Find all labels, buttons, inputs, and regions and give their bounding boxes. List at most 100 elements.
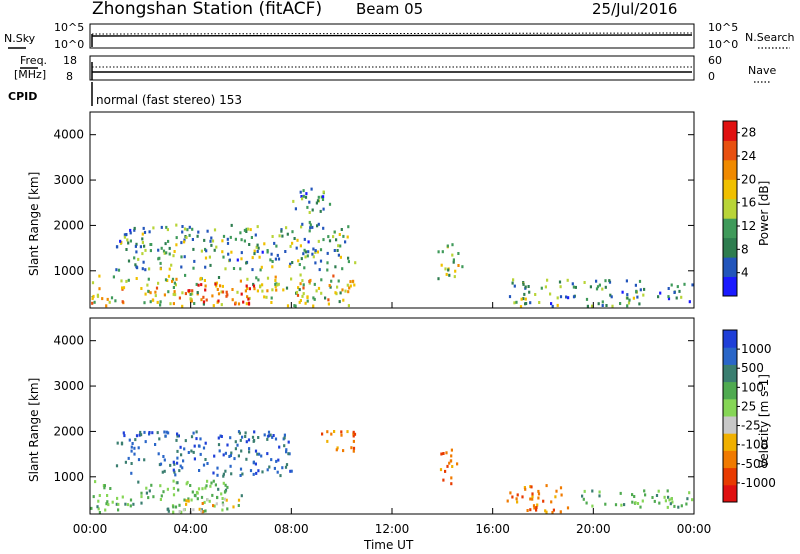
freq-label-line1: Freq. <box>20 54 47 67</box>
echo-cell <box>515 497 518 501</box>
echo-cell <box>303 237 306 241</box>
x-tick-label: 12:00 <box>375 522 410 536</box>
echo-cell <box>252 284 256 288</box>
echo-cell <box>130 462 133 465</box>
echo-cell <box>173 281 176 285</box>
echo-cell <box>141 267 144 271</box>
echo-cell <box>256 452 259 456</box>
echo-cell <box>230 250 233 254</box>
echo-cell <box>186 480 189 484</box>
echo-cell <box>520 297 523 301</box>
echo-cell <box>316 250 319 254</box>
echo-cell <box>172 460 175 464</box>
echo-cell <box>213 248 216 252</box>
echo-cell <box>328 284 331 287</box>
velocity-colorbar: 1000 500 100 25 -25 -100 -500 -1000 <box>722 329 776 503</box>
echo-cell <box>200 283 203 287</box>
echo-cell <box>535 506 538 509</box>
echo-cell <box>220 290 223 294</box>
echo-cell <box>257 246 260 250</box>
colorbar-frame <box>722 120 738 297</box>
echo-cell <box>176 449 179 453</box>
echo-cell <box>337 253 340 257</box>
velocity-panel-frame <box>89 317 695 515</box>
echo-cell <box>275 244 278 248</box>
echo-cell <box>308 220 311 224</box>
echo-cell <box>212 504 215 508</box>
echo-cell <box>124 460 127 464</box>
echo-cell <box>324 296 327 300</box>
echo-cell <box>673 291 676 294</box>
echo-cell <box>294 304 297 308</box>
echo-cell <box>451 243 454 247</box>
echo-cell <box>452 258 455 262</box>
echo-cell <box>182 508 185 512</box>
echo-cell <box>245 302 248 306</box>
echo-cell <box>260 265 263 269</box>
echo-cell <box>237 504 240 507</box>
echo-cell <box>172 254 175 258</box>
echo-cell <box>217 443 221 447</box>
echo-cell <box>179 445 182 449</box>
colorbar-tick-label: 8 <box>741 242 749 256</box>
echo-cell <box>335 448 338 452</box>
echo-cell <box>456 462 459 466</box>
echo-cell <box>350 446 353 450</box>
echo-cell <box>450 459 453 463</box>
echo-cell <box>147 289 150 293</box>
echo-cell <box>133 226 136 230</box>
echo-cell <box>179 464 182 468</box>
echo-cell <box>200 298 203 302</box>
echo-cell <box>669 502 672 506</box>
echo-cell <box>586 304 589 308</box>
echo-cell <box>596 285 600 289</box>
echo-cell <box>171 277 175 281</box>
echo-cell <box>261 283 264 287</box>
echo-cell <box>125 279 128 283</box>
power-panel-frame <box>89 111 695 309</box>
echo-cell <box>229 436 232 440</box>
echo-cell <box>180 453 183 457</box>
echo-cell <box>270 252 273 256</box>
echo-cell <box>353 432 357 436</box>
echo-cell <box>286 304 290 308</box>
echo-cell <box>657 295 660 299</box>
echo-cell <box>172 468 175 472</box>
echo-cell <box>237 498 241 502</box>
echo-cell <box>236 443 239 447</box>
colorbar-segment <box>723 276 737 297</box>
echo-cell <box>450 482 453 486</box>
colorbar-tick-label: -100 <box>741 438 768 452</box>
echo-cell <box>320 278 323 282</box>
echo-cell <box>171 279 174 283</box>
echo-cell <box>148 267 151 271</box>
echo-cell <box>513 301 516 305</box>
echo-cell <box>263 433 266 437</box>
colorbar-segment <box>723 467 737 486</box>
echo-cell <box>245 230 248 233</box>
echo-cell <box>274 275 277 279</box>
echo-cell <box>589 285 592 289</box>
echo-cell <box>151 431 154 435</box>
echo-cell <box>98 511 101 514</box>
echo-cell <box>283 436 286 440</box>
colorbar-segment <box>723 416 737 434</box>
echo-cell <box>550 500 553 504</box>
echo-cell <box>204 458 207 461</box>
echo-cell <box>322 195 325 199</box>
echo-cell <box>302 283 305 287</box>
echo-cell <box>442 478 445 482</box>
echo-cell <box>135 277 138 280</box>
echo-cell <box>162 490 165 494</box>
echo-cell <box>686 497 689 501</box>
echo-cell <box>221 239 224 243</box>
echo-cell <box>144 268 147 272</box>
y-tick-label: 3000 <box>53 379 84 393</box>
echo-cell <box>274 285 277 289</box>
echo-cell <box>299 282 302 286</box>
y-tick-label: 2000 <box>53 424 84 438</box>
echo-cell <box>239 474 242 477</box>
echo-cell <box>303 266 306 270</box>
echo-cell <box>329 285 332 289</box>
echo-cell <box>154 294 157 298</box>
